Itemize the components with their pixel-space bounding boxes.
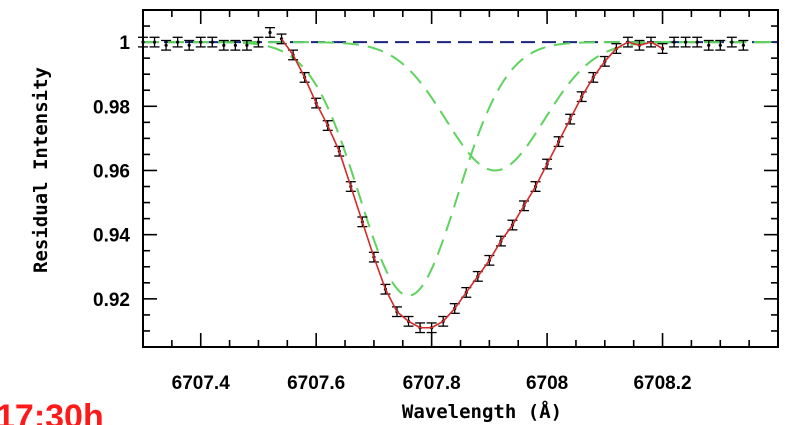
data-point bbox=[726, 36, 737, 48]
data-point bbox=[241, 39, 252, 51]
y-tick-label: 0.92 bbox=[93, 290, 130, 311]
y-tick-label: 0.94 bbox=[93, 226, 130, 247]
data-point bbox=[218, 39, 229, 51]
data-point bbox=[195, 36, 206, 48]
x-tick-label: 6707.4 bbox=[172, 373, 231, 394]
y-axis-title: Residual Intensity bbox=[30, 67, 52, 273]
data-point bbox=[230, 39, 241, 51]
data-point bbox=[161, 39, 172, 51]
y-tick-label: 0.96 bbox=[93, 161, 130, 182]
data-point bbox=[207, 36, 218, 48]
data-point bbox=[172, 36, 183, 48]
time-overlay-label: 17:30h bbox=[0, 398, 104, 425]
y-tick-labels: 0.92 0.94 0.96 0.98 1 bbox=[93, 33, 130, 311]
x-axis-title: Wavelength (Å) bbox=[402, 399, 562, 423]
total-fit-line bbox=[280, 38, 663, 329]
x-tick-label: 6708 bbox=[526, 373, 568, 394]
x-tick-labels: 6707.4 6707.6 6707.8 6708 6708.2 bbox=[172, 373, 692, 394]
data-point bbox=[357, 216, 368, 228]
data-point bbox=[669, 36, 680, 48]
y-tick-label: 0.98 bbox=[93, 97, 130, 118]
component-profile-2 bbox=[143, 41, 778, 172]
x-tick-label: 6707.8 bbox=[403, 373, 461, 394]
data-point bbox=[253, 36, 264, 48]
data-point bbox=[149, 36, 160, 48]
data-point bbox=[703, 39, 714, 51]
y-tick-label: 1 bbox=[119, 33, 130, 54]
component-profile-1 bbox=[143, 41, 778, 297]
data-point bbox=[715, 39, 726, 51]
data-point bbox=[680, 36, 691, 48]
data-point bbox=[692, 36, 703, 48]
observed-data-points bbox=[138, 27, 749, 334]
data-point bbox=[265, 27, 275, 38]
x-tick-label: 6708.2 bbox=[633, 373, 691, 394]
x-tick-label: 6707.6 bbox=[287, 373, 345, 394]
axis-ticks bbox=[142, 9, 779, 348]
data-point bbox=[738, 39, 749, 51]
data-point bbox=[184, 39, 195, 51]
plot-frame bbox=[142, 9, 779, 348]
